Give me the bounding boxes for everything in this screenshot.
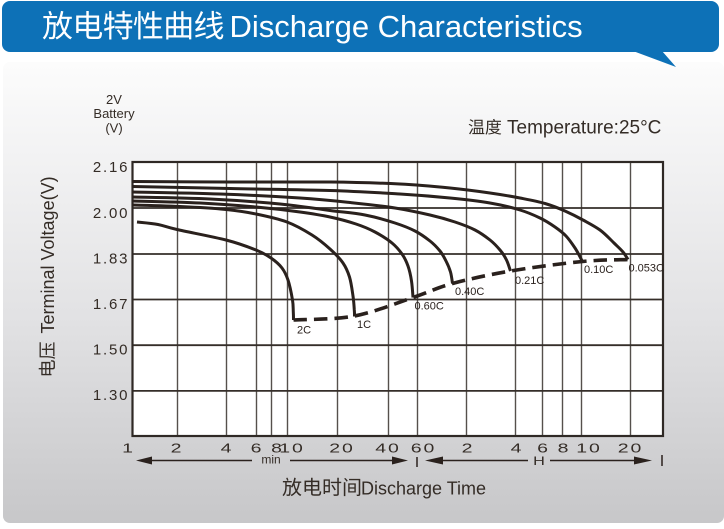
svg-text:4: 4 [221, 441, 234, 456]
svg-text:2.00: 2.00 [93, 205, 129, 222]
svg-text:0.40C: 0.40C [455, 286, 484, 298]
svg-text:40: 40 [375, 441, 401, 456]
svg-text:20: 20 [618, 441, 644, 456]
svg-text:1: 1 [122, 441, 135, 456]
svg-text:10: 10 [279, 441, 305, 456]
svg-text:1.67: 1.67 [93, 296, 129, 313]
svg-text:Temperature:25°C: Temperature:25°C [507, 118, 661, 139]
svg-text:2: 2 [462, 441, 475, 456]
svg-text:Battery: Battery [93, 106, 135, 121]
svg-text:(V): (V) [105, 120, 122, 135]
svg-text:min: min [261, 452, 280, 466]
svg-text:8: 8 [558, 441, 571, 456]
svg-text:H: H [533, 455, 545, 468]
svg-text:0.21C: 0.21C [515, 275, 544, 287]
svg-text:2C: 2C [297, 325, 311, 337]
svg-text:1.50: 1.50 [93, 342, 129, 359]
svg-text:6: 6 [537, 441, 550, 456]
svg-text:2V: 2V [106, 92, 122, 107]
svg-text:0.053C: 0.053C [629, 263, 665, 275]
svg-text:2: 2 [171, 441, 184, 456]
svg-text:1.30: 1.30 [93, 387, 129, 404]
svg-text:60: 60 [411, 441, 437, 456]
svg-text:4: 4 [511, 441, 524, 456]
svg-text:Discharge Characteristics: Discharge Characteristics [230, 9, 583, 44]
svg-text:Terminal Voltage(V): Terminal Voltage(V) [38, 176, 58, 333]
svg-text:Discharge Time: Discharge Time [361, 479, 486, 499]
svg-text:8: 8 [271, 441, 284, 456]
svg-text:0.10C: 0.10C [584, 264, 613, 276]
svg-text:1.83: 1.83 [93, 251, 129, 268]
svg-text:20: 20 [329, 441, 355, 456]
svg-text:6: 6 [251, 441, 264, 456]
svg-text:2.16: 2.16 [93, 159, 129, 176]
svg-text:0.60C: 0.60C [415, 301, 444, 313]
svg-text:1C: 1C [357, 319, 371, 331]
svg-text:10: 10 [576, 441, 602, 456]
